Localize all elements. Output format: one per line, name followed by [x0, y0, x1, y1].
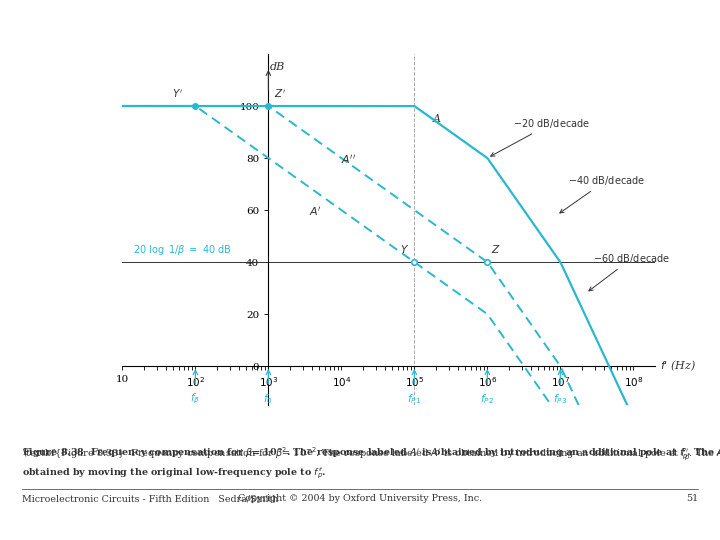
- Text: $f$' (Hz): $f$' (Hz): [660, 359, 697, 373]
- Text: $Z$: $Z$: [491, 243, 500, 255]
- Text: Figure 8.38  Frequency compensation for $\beta$= 10$^{-2}$. The response labeled: Figure 8.38 Frequency compensation for $…: [22, 446, 720, 461]
- Text: Copyright © 2004 by Oxford University Press, Inc.: Copyright © 2004 by Oxford University Pr…: [238, 494, 482, 503]
- Text: $A'$: $A'$: [308, 205, 322, 218]
- Text: A: A: [433, 113, 441, 124]
- Text: $Y'$: $Y'$: [171, 88, 183, 100]
- Text: $20\ \log\ 1/\beta\ =\ 40\ \mathrm{dB}$: $20\ \log\ 1/\beta\ =\ 40\ \mathrm{dB}$: [133, 243, 233, 257]
- Text: $f_{P2}$: $f_{P2}$: [480, 392, 494, 406]
- Text: $Y$: $Y$: [400, 243, 409, 255]
- Text: $f_{P1}$: $f_{P1}$: [408, 392, 421, 406]
- Text: $f_{P3}$: $f_{P3}$: [553, 392, 567, 406]
- Text: $f_\beta$: $f_\beta$: [190, 392, 200, 407]
- Text: Microelectronic Circuits - Fifth Edition   Sedra/Smith: Microelectronic Circuits - Fifth Edition…: [22, 494, 278, 503]
- Text: $A''$: $A''$: [341, 152, 356, 165]
- Text: 51: 51: [686, 494, 698, 503]
- Text: obtained by moving the original low-frequency pole to $f^{\prime\prime}_{p}$.: obtained by moving the original low-freq…: [22, 467, 326, 481]
- Text: $Z'$: $Z'$: [274, 88, 287, 100]
- Text: $f_0$: $f_0$: [264, 392, 274, 406]
- Text: dB: dB: [270, 62, 285, 72]
- Text: $-40\ \mathrm{dB/decade}$: $-40\ \mathrm{dB/decade}$: [560, 174, 644, 213]
- Text: $-60\ \mathrm{dB/decade}$: $-60\ \mathrm{dB/decade}$: [589, 252, 670, 291]
- Text: $-20\ \mathrm{dB/decade}$: $-20\ \mathrm{dB/decade}$: [491, 117, 590, 156]
- Text: \textbf{Figure 8.38}  Frequency compensation for $\beta$= 10$^{-2}$. The respons: \textbf{Figure 8.38} Frequency compensat…: [22, 446, 720, 463]
